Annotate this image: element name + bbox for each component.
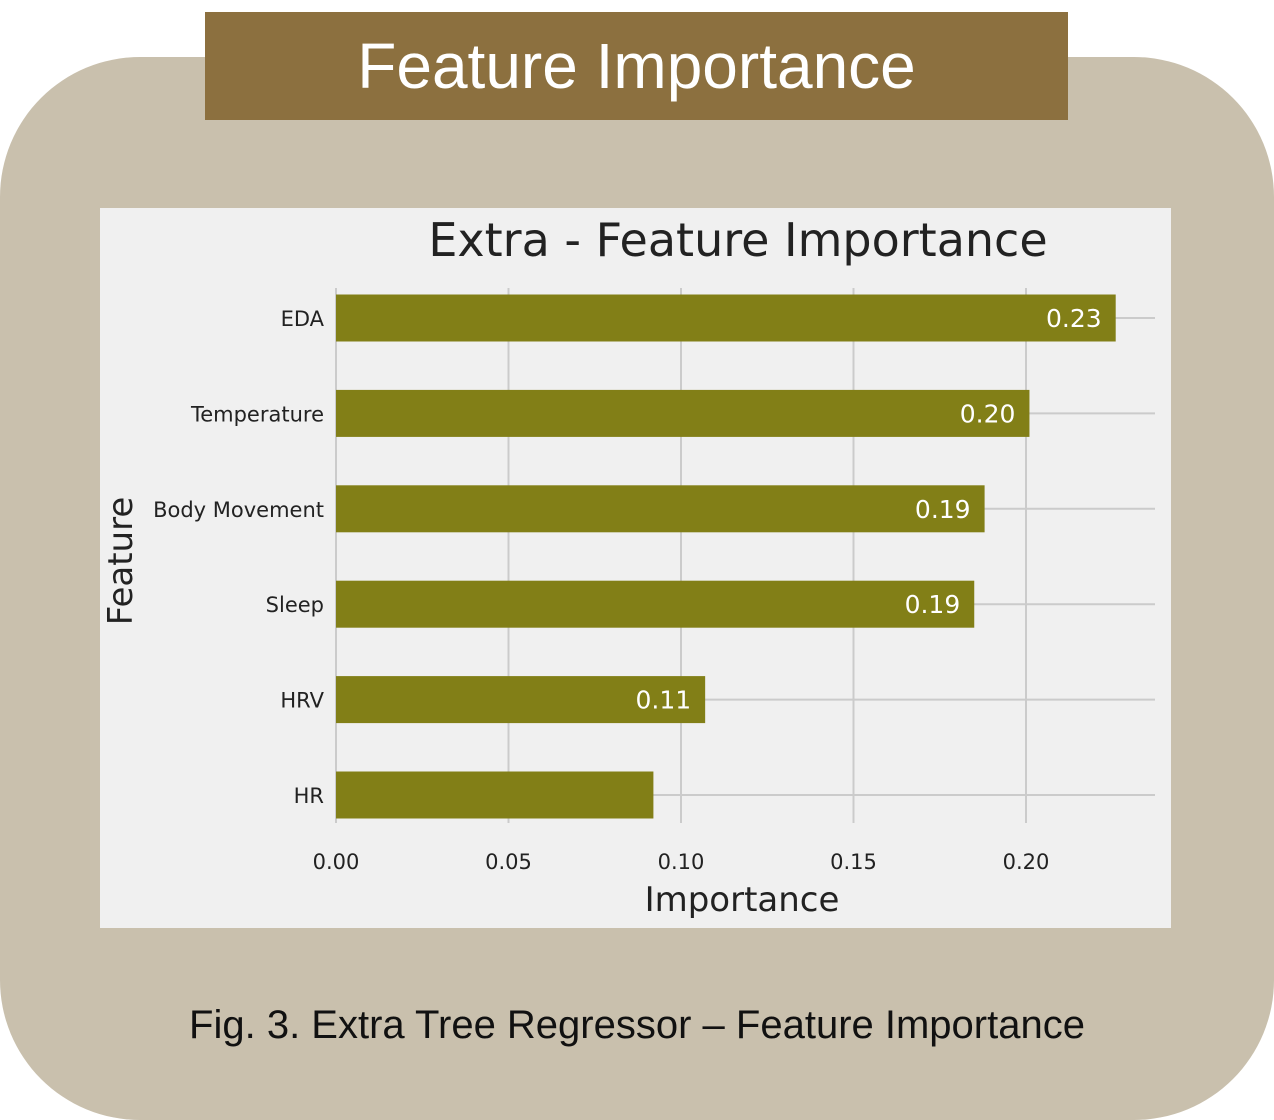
figure-caption: Fig. 3. Extra Tree Regressor – Feature I… (189, 1003, 1085, 1047)
x-tick-label-1: 0.05 (485, 850, 532, 874)
bar-chart: 0.23 EDA 0.20 Temperature 0.19 Body Movement 0… (101, 213, 1155, 920)
banner-title: Feature Importance (357, 30, 916, 102)
chart-labels: 0.23 EDA 0.20 Temperature 0.19 Body Movement 0… (153, 304, 1102, 874)
x-tick-label-0: 0.00 (313, 850, 360, 874)
bar-0 (336, 294, 1116, 342)
y-tick-label-2: Body Movement (153, 498, 324, 522)
bar-1 (336, 389, 1030, 437)
x-tick-label-2: 0.10 (658, 850, 705, 874)
bar-5 (336, 771, 654, 819)
y-tick-label-1: Temperature (190, 402, 324, 426)
data-label-0: 0.23 (1046, 304, 1102, 333)
chart-panel: 0.23 EDA 0.20 Temperature 0.19 Body Movement 0… (100, 208, 1171, 928)
data-label-2: 0.19 (915, 495, 971, 524)
y-axis-label: Feature (101, 497, 141, 625)
bar-4 (336, 676, 706, 724)
y-tick-label-4: HRV (280, 689, 324, 713)
x-tick-label-3: 0.15 (830, 850, 877, 874)
y-tick-label-3: Sleep (266, 593, 324, 617)
chart-bars (336, 294, 1116, 819)
data-label-1: 0.20 (960, 399, 1016, 428)
y-tick-label-5: HR (294, 784, 324, 808)
data-label-4: 0.11 (635, 686, 691, 715)
data-label-3: 0.19 (905, 590, 961, 619)
y-tick-label-0: EDA (281, 307, 325, 331)
bar-3 (336, 580, 975, 628)
chart-grid (335, 288, 1155, 823)
title-banner: Feature Importance (205, 12, 1068, 120)
bar-2 (336, 485, 985, 533)
x-axis-label: Importance (645, 880, 840, 920)
x-tick-label-4: 0.20 (1003, 850, 1050, 874)
chart-title: Extra - Feature Importance (428, 213, 1047, 267)
